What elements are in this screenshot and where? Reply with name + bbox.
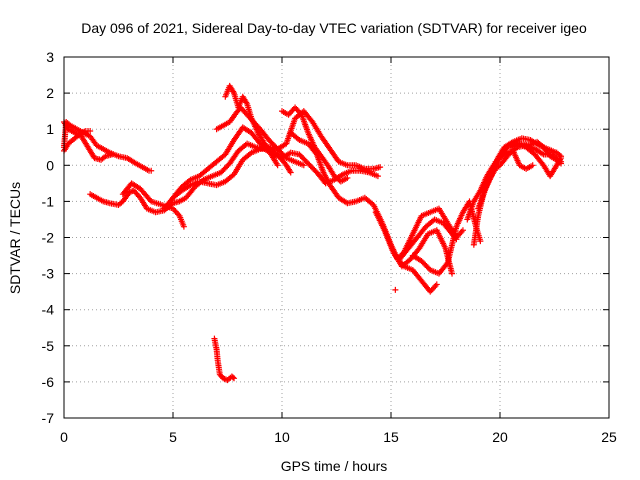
data-point-marker	[300, 162, 307, 169]
x-tick-label: 5	[169, 429, 177, 445]
y-tick-label: -6	[42, 374, 55, 390]
x-tick-label: 20	[492, 429, 508, 445]
data-point-marker	[433, 281, 440, 288]
data-point-marker	[374, 173, 381, 180]
y-tick-label: -1	[42, 193, 55, 209]
data-point-marker	[443, 261, 450, 268]
series-track-t	[507, 138, 565, 167]
y-tick-label: -2	[42, 230, 55, 246]
data-point-marker	[180, 223, 187, 230]
y-tick-label: 3	[46, 49, 54, 65]
data-point-marker	[148, 167, 155, 174]
data-point-marker	[287, 169, 294, 176]
series-track-s	[479, 142, 565, 198]
series-track-e	[119, 180, 187, 230]
data-point-marker	[477, 238, 484, 245]
plot-frame	[63, 56, 610, 419]
y-tick-label: -3	[42, 266, 55, 282]
data-point-marker	[344, 174, 351, 181]
series-track-u	[211, 335, 238, 384]
x-axis-label: GPS time / hours	[281, 458, 388, 474]
data-point-marker	[229, 374, 236, 381]
series-track-g	[170, 144, 307, 201]
data-point-marker	[274, 162, 281, 169]
y-tick-label: -7	[42, 410, 55, 426]
data-point-marker	[449, 270, 456, 277]
x-tick-label: 0	[60, 429, 68, 445]
y-tick-label: 2	[46, 85, 54, 101]
series-track-b	[61, 118, 115, 163]
y-axis-label: SDTVAR / TECUs	[7, 182, 23, 294]
data-point-marker	[558, 153, 565, 160]
data-point-marker	[558, 160, 565, 167]
x-tick-label: 25	[601, 429, 617, 445]
series-track-j	[279, 104, 351, 185]
series-track-k	[287, 129, 466, 263]
data-points	[61, 82, 565, 384]
chart-title: Day 096 of 2021, Sidereal Day-to-day VTE…	[81, 20, 587, 36]
x-tick-label: 10	[274, 429, 290, 445]
x-tick-label: 15	[383, 429, 399, 445]
data-point-marker	[231, 375, 238, 382]
data-point-marker	[87, 128, 94, 135]
series-track-c	[61, 128, 94, 154]
y-tick-label: 0	[46, 157, 54, 173]
series-track-m	[392, 252, 440, 295]
data-point-marker	[459, 227, 466, 234]
series-track-v	[392, 286, 399, 293]
axis-ticks: 0 5 10 15 20 25 -7 -6 -5 -4 -3 -2 -1 0 1 2 3	[42, 49, 617, 445]
series-track-n	[396, 216, 460, 263]
series-track-a	[61, 118, 155, 174]
y-tick-label: -5	[42, 338, 55, 354]
data-point-marker	[377, 164, 384, 171]
data-point-marker	[108, 151, 115, 158]
y-tick-label: 1	[46, 121, 54, 137]
data-point-marker	[392, 286, 399, 293]
y-tick-label: -4	[42, 302, 55, 318]
data-point-marker	[529, 162, 536, 169]
grid	[64, 57, 609, 418]
